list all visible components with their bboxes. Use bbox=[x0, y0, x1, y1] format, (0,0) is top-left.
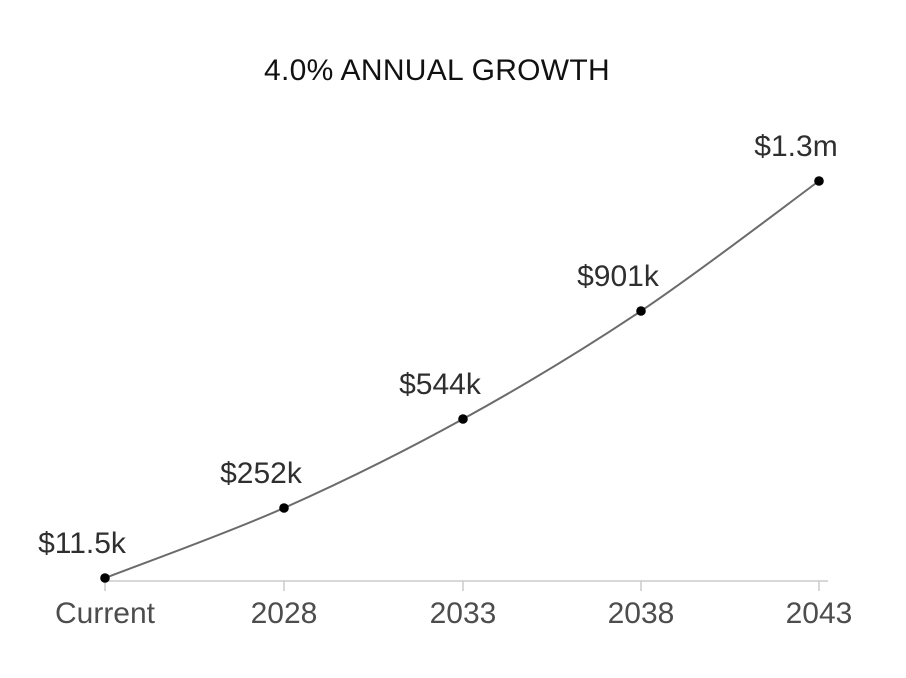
chart-title: 4.0% ANNUAL GROWTH bbox=[263, 54, 611, 87]
x-axis-label: 2038 bbox=[607, 597, 675, 630]
point-value-label: $252k bbox=[220, 457, 302, 490]
x-axis-label: 2033 bbox=[429, 597, 497, 630]
data-point-dot bbox=[814, 176, 824, 186]
x-axis-label: 2043 bbox=[785, 597, 853, 630]
point-value-label: $901k bbox=[577, 260, 659, 293]
point-value-label: $1.3m bbox=[754, 130, 838, 163]
data-point-dot bbox=[636, 306, 646, 316]
x-axis-label: Current bbox=[54, 597, 156, 630]
data-point-dot bbox=[100, 573, 110, 583]
data-point-dot bbox=[279, 503, 289, 513]
point-value-label: $544k bbox=[399, 368, 481, 401]
point-value-label: $11.5k bbox=[38, 527, 126, 560]
data-point-dot bbox=[458, 414, 468, 424]
x-axis-label: 2028 bbox=[250, 597, 318, 630]
